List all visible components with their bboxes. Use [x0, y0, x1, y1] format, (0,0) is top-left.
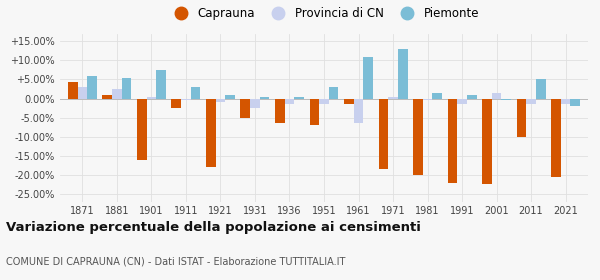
Bar: [284, 99, 295, 104]
Bar: [226, 95, 235, 99]
Bar: [260, 97, 269, 99]
Bar: [526, 99, 536, 104]
Bar: [137, 99, 146, 160]
Bar: [353, 99, 364, 123]
Bar: [241, 99, 250, 118]
Bar: [156, 70, 166, 99]
Bar: [364, 57, 373, 99]
Bar: [388, 97, 398, 99]
Bar: [561, 99, 571, 104]
Bar: [122, 78, 131, 99]
Bar: [422, 99, 433, 101]
Bar: [215, 99, 226, 102]
Bar: [467, 95, 476, 99]
Bar: [310, 99, 319, 125]
Bar: [517, 99, 526, 137]
Bar: [433, 93, 442, 99]
Bar: [398, 49, 407, 99]
Bar: [146, 97, 156, 99]
Bar: [571, 99, 580, 106]
Bar: [448, 99, 457, 183]
Bar: [319, 99, 329, 104]
Bar: [206, 99, 215, 167]
Bar: [275, 99, 284, 123]
Bar: [68, 82, 77, 99]
Bar: [250, 99, 260, 108]
Bar: [112, 89, 122, 99]
Bar: [172, 99, 181, 108]
Bar: [492, 93, 502, 99]
Bar: [181, 99, 191, 101]
Bar: [379, 99, 388, 169]
Bar: [87, 76, 97, 99]
Bar: [329, 87, 338, 99]
Text: COMUNE DI CAPRAUNA (CN) - Dati ISTAT - Elaborazione TUTTITALIA.IT: COMUNE DI CAPRAUNA (CN) - Dati ISTAT - E…: [6, 256, 346, 267]
Bar: [551, 99, 561, 177]
Bar: [536, 80, 545, 99]
Bar: [457, 99, 467, 104]
Legend: Caprauna, Provincia di CN, Piemonte: Caprauna, Provincia di CN, Piemonte: [164, 3, 484, 25]
Bar: [191, 87, 200, 99]
Bar: [413, 99, 422, 175]
Bar: [77, 87, 87, 99]
Bar: [344, 99, 353, 104]
Bar: [482, 99, 492, 185]
Bar: [502, 99, 511, 101]
Bar: [295, 97, 304, 99]
Text: Variazione percentuale della popolazione ai censimenti: Variazione percentuale della popolazione…: [6, 221, 421, 234]
Bar: [103, 95, 112, 99]
